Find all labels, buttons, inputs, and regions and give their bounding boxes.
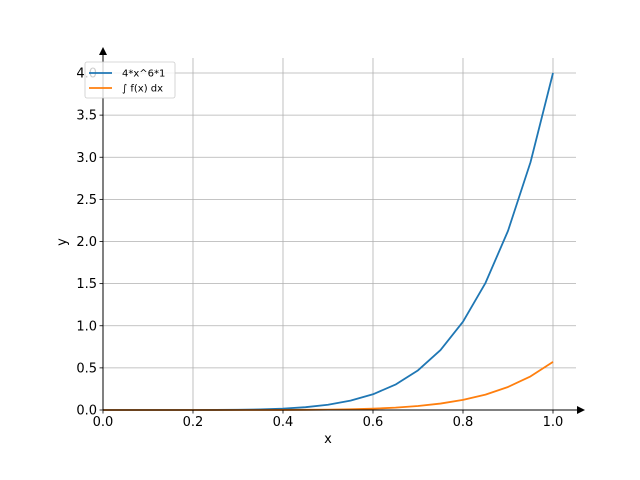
y-tick-label: 1.5 (76, 277, 97, 292)
x-axis-arrow-icon (577, 406, 585, 414)
x-tick-label: 0.6 (363, 415, 384, 430)
series-line-2 (103, 361, 554, 411)
x-axis-title: x (324, 432, 332, 447)
legend: 4*x^6*1 ∫ f(x) dx (84, 61, 176, 99)
tick-labels: 0.0 0.2 0.4 0.6 0.8 1.0 0.0 0.5 1.0 1.5 2.0 2.5 3.0 3… (76, 67, 563, 431)
y-axis-arrow-icon (99, 47, 107, 55)
y-tick-label: 3.5 (76, 109, 97, 124)
legend-label: ∫ f(x) dx (122, 84, 163, 95)
legend-box (84, 61, 176, 99)
x-tick-label: 0.8 (453, 415, 474, 430)
grid (102, 58, 576, 411)
x-tick-label: 0.2 (183, 415, 204, 430)
y-tick-label: 0.0 (76, 404, 97, 419)
legend-label: 4*x^6*1 (122, 69, 165, 80)
y-tick-label: 0.5 (76, 361, 97, 376)
y-axis-title: y (55, 238, 70, 246)
axes (99, 47, 585, 414)
x-tick-label: 0.0 (93, 415, 114, 430)
x-tick-label: 0.4 (273, 415, 294, 430)
x-tick-label: 1.0 (543, 415, 564, 430)
y-tick-label: 2.5 (76, 193, 97, 208)
y-tick-label: 1.0 (76, 319, 97, 334)
y-tick-label: 3.0 (76, 151, 97, 166)
y-tick-label: 2.0 (76, 235, 97, 250)
